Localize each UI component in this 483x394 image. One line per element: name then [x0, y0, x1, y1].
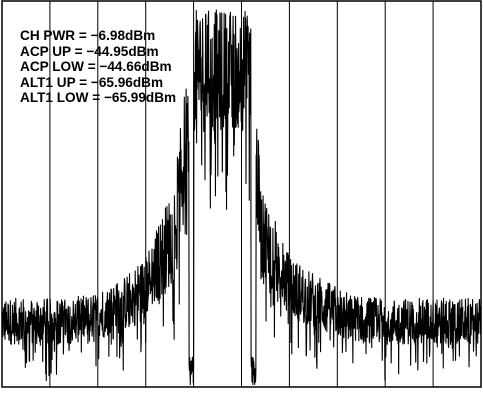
measurement-readout: CH PWR = −6.98dBm ACP UP = −44.95dBm ACP…: [20, 28, 176, 106]
acp-up-readout: ACP UP = −44.95dBm: [20, 43, 159, 59]
spectrum-trace-group: [1, 9, 482, 386]
alt1-up-readout: ALT1 UP = −65.96dBm: [20, 74, 164, 90]
spectrum-trace: [1, 9, 482, 386]
acp-low-readout: ACP LOW = −44.66dBm: [20, 59, 172, 75]
ch-pwr-readout: CH PWR = −6.98dBm: [20, 28, 156, 43]
alt1-low-readout: ALT1 LOW = −65.99dBm: [20, 90, 177, 106]
